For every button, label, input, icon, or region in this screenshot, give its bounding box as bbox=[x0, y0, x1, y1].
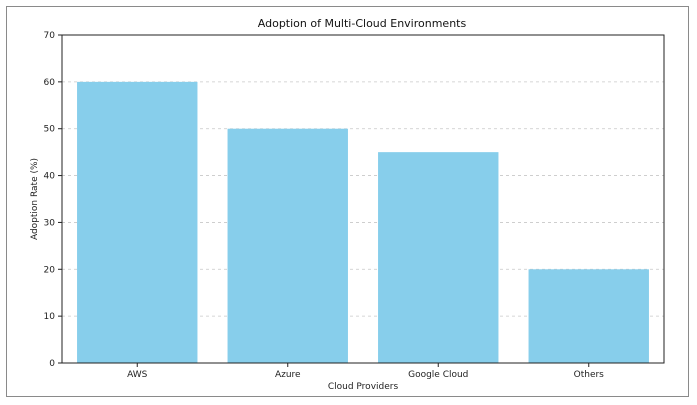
y-tick-label: 60 bbox=[44, 78, 56, 88]
y-tick-label: 0 bbox=[49, 359, 55, 369]
bar-google-cloud bbox=[378, 152, 499, 363]
x-tick-label: AWS bbox=[127, 370, 148, 380]
gridlines bbox=[62, 81, 664, 317]
bar-aws bbox=[77, 81, 198, 363]
y-axis-label: Adoption Rate (%) bbox=[30, 158, 40, 240]
x-axis-label: Cloud Providers bbox=[328, 382, 399, 392]
y-axis-ticks: 0 10 20 30 40 50 60 70 bbox=[44, 31, 62, 369]
chart-title: Adoption of Multi-Cloud Environments bbox=[258, 17, 467, 30]
y-tick-label: 30 bbox=[44, 218, 56, 228]
plot-area-border bbox=[61, 34, 665, 364]
x-tick-label: Google Cloud bbox=[408, 370, 468, 380]
x-tick-label: Others bbox=[574, 370, 605, 380]
y-tick-label: 20 bbox=[44, 265, 56, 275]
y-tick-label: 40 bbox=[44, 172, 56, 182]
y-tick-label: 10 bbox=[44, 312, 56, 322]
x-tick-label: Azure bbox=[275, 370, 301, 380]
bar-azure bbox=[227, 128, 348, 363]
y-tick-label: 50 bbox=[44, 125, 56, 135]
bar-others bbox=[528, 269, 649, 363]
bars bbox=[77, 81, 649, 363]
x-axis-ticks: AWS Azure Google Cloud Others bbox=[127, 363, 604, 380]
y-tick-label: 70 bbox=[44, 31, 56, 41]
